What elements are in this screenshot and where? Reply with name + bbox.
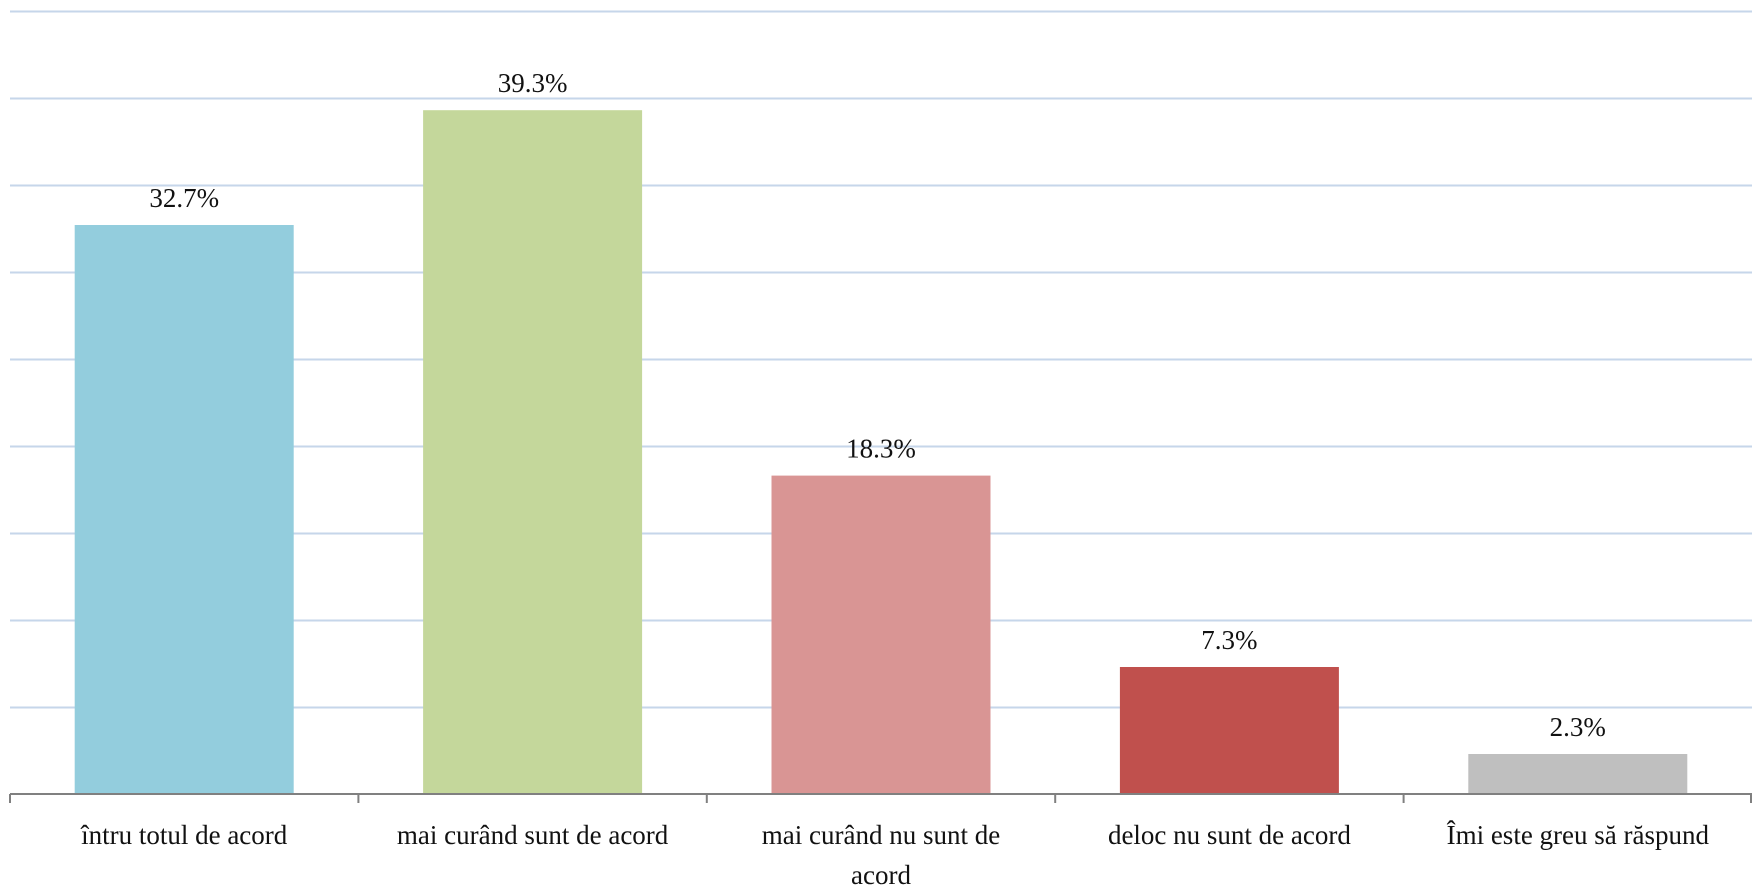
data-labels: 32.7% 39.3% 18.3% 7.3% 2.3% bbox=[149, 68, 1606, 742]
x-axis bbox=[9, 793, 1752, 803]
category-label: întru totul de acord bbox=[80, 820, 288, 850]
bar bbox=[423, 110, 643, 794]
data-label: 32.7% bbox=[149, 183, 219, 213]
category-label: mai curând sunt de acord bbox=[397, 820, 669, 850]
bar bbox=[771, 475, 991, 794]
data-label: 7.3% bbox=[1201, 625, 1257, 655]
category-label: acord bbox=[851, 860, 911, 888]
gridlines bbox=[10, 10, 1752, 709]
bars bbox=[74, 110, 1688, 794]
bar bbox=[1468, 754, 1688, 794]
category-label: mai curând nu sunt de bbox=[762, 820, 1000, 850]
category-label: Îmi este greu să răspund bbox=[1447, 820, 1710, 850]
category-label: deloc nu sunt de acord bbox=[1108, 820, 1351, 850]
bar bbox=[74, 225, 294, 794]
bar bbox=[1119, 667, 1339, 794]
data-label: 2.3% bbox=[1550, 712, 1606, 742]
data-label: 18.3% bbox=[846, 434, 916, 464]
data-label: 39.3% bbox=[498, 68, 568, 98]
category-labels: întru totul de acord mai curând sunt de a… bbox=[80, 820, 1710, 890]
